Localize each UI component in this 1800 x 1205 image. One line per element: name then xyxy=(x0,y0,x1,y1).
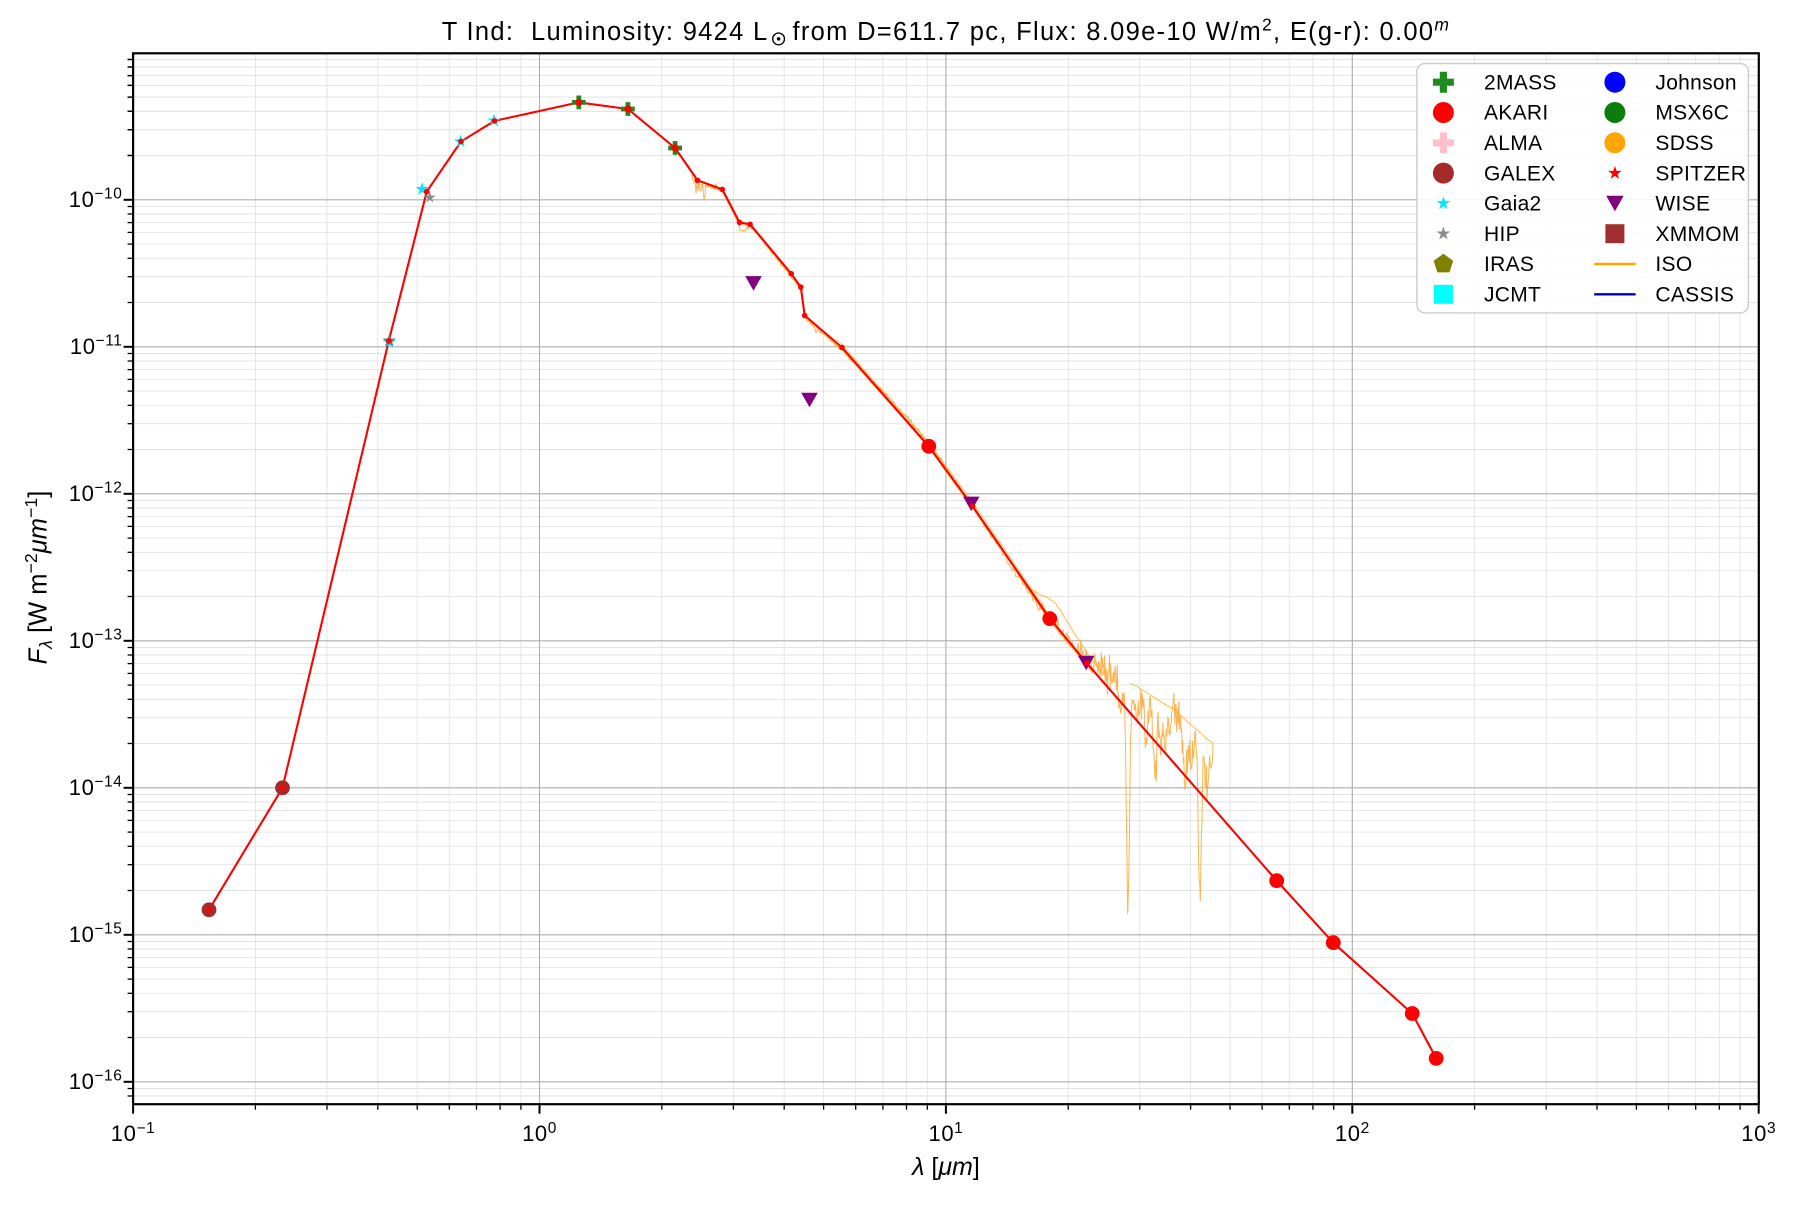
svg-text:CASSIS: CASSIS xyxy=(1655,284,1734,307)
svg-text:Gaia2: Gaia2 xyxy=(1484,193,1542,216)
svg-text:HIP: HIP xyxy=(1484,223,1520,246)
svg-text:XMMOM: XMMOM xyxy=(1655,223,1739,246)
svg-text:IRAS: IRAS xyxy=(1484,253,1534,276)
svg-text:SPITZER: SPITZER xyxy=(1655,162,1746,185)
svg-text:Fλ [W m−2μm−1]: Fλ [W m−2μm−1] xyxy=(21,491,56,665)
svg-text:WISE: WISE xyxy=(1655,193,1710,216)
svg-text:ISO: ISO xyxy=(1655,253,1692,276)
svg-text:JCMT: JCMT xyxy=(1484,284,1541,307)
svg-text:λ [μm]: λ [μm] xyxy=(910,1153,980,1181)
svg-text:GALEX: GALEX xyxy=(1484,162,1556,185)
svg-text:SDSS: SDSS xyxy=(1655,132,1713,155)
svg-text:MSX6C: MSX6C xyxy=(1655,102,1729,125)
svg-text:AKARI: AKARI xyxy=(1484,102,1549,125)
svg-text:ALMA: ALMA xyxy=(1484,132,1542,155)
svg-text:Johnson: Johnson xyxy=(1655,71,1737,94)
svg-text:2MASS: 2MASS xyxy=(1484,71,1557,94)
